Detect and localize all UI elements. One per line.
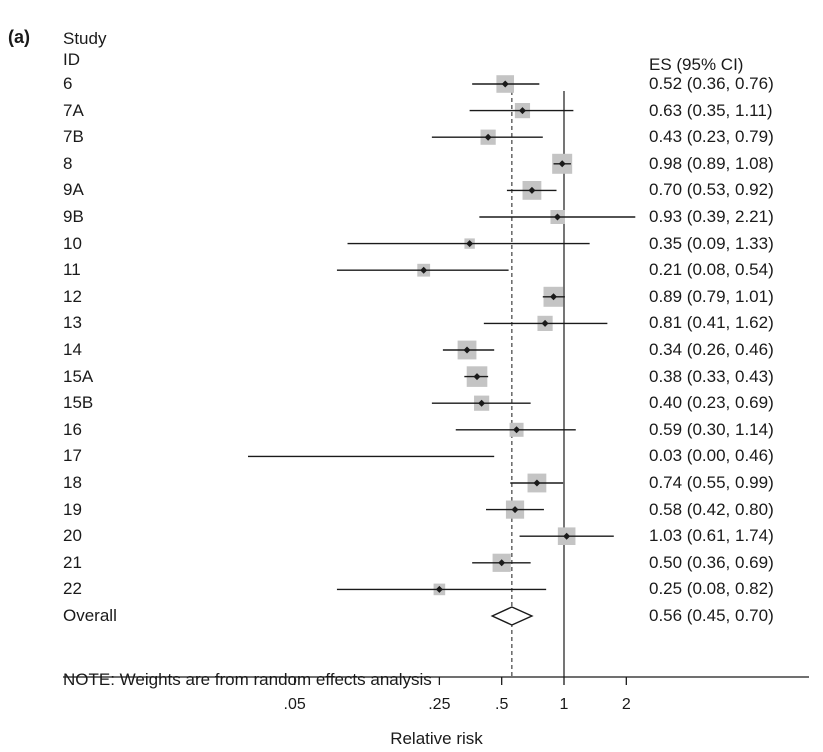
- effect-size-label: 0.70 (0.53, 0.92): [649, 180, 774, 200]
- point-estimate: [518, 107, 526, 115]
- panel-label: (a): [8, 27, 30, 47]
- point-estimate: [541, 319, 549, 327]
- x-tick-label: 1: [559, 696, 569, 713]
- study-id-label: 13: [63, 313, 82, 333]
- point-estimate: [528, 186, 536, 194]
- point-estimate: [553, 213, 561, 221]
- study-id-label: 9A: [63, 180, 84, 200]
- study-id-label: 12: [63, 286, 82, 306]
- es-header: ES (95% CI): [649, 55, 744, 74]
- effect-size-label: 0.34 (0.26, 0.46): [649, 340, 774, 359]
- overall-label: Overall: [63, 606, 117, 625]
- effect-size-label: 1.03 (0.61, 1.74): [649, 526, 774, 546]
- effect-size-label: 0.93 (0.39, 2.21): [649, 207, 774, 226]
- effect-size-label: 0.40 (0.23, 0.69): [649, 393, 774, 413]
- study-id-label: 10: [63, 233, 82, 253]
- x-tick-label: .25: [428, 696, 451, 713]
- effect-size-label: 0.63 (0.35, 1.11): [649, 100, 773, 120]
- effect-size-label: 0.50 (0.36, 0.69): [649, 552, 774, 572]
- effect-size-label: 0.35 (0.09, 1.33): [649, 233, 774, 253]
- point-estimate: [478, 399, 486, 407]
- study-id-label: 15A: [63, 366, 94, 386]
- study-id-label: 6: [63, 74, 73, 93]
- point-estimate: [513, 426, 521, 434]
- study-id-label: 21: [63, 552, 82, 572]
- effect-size-label: 0.21 (0.08, 0.54): [649, 260, 774, 280]
- study-id-label: 19: [63, 499, 82, 519]
- x-tick-label: .05: [283, 696, 306, 713]
- effect-size-label: 0.52 (0.36, 0.76): [649, 74, 774, 93]
- study-id-label: 8: [63, 153, 73, 173]
- study-header-line1: Study: [63, 29, 107, 48]
- effect-size-label: 0.89 (0.79, 1.01): [649, 286, 774, 306]
- point-estimate: [501, 80, 509, 88]
- study-id-label: 7B: [63, 127, 84, 147]
- study-id-label: 14: [63, 340, 82, 359]
- study-id-label: 17: [63, 446, 82, 466]
- point-estimate: [435, 585, 443, 593]
- study-id-label: 7A: [63, 100, 84, 120]
- point-estimate: [498, 559, 506, 567]
- point-estimate: [558, 160, 566, 168]
- point-estimate: [563, 532, 571, 540]
- point-estimate: [420, 266, 428, 274]
- study-id-label: 15B: [63, 393, 94, 413]
- x-tick-label: 2: [621, 696, 631, 713]
- point-estimate: [511, 506, 519, 514]
- study-id-label: 11: [63, 260, 81, 280]
- effect-size-label: 0.38 (0.33, 0.43): [649, 366, 774, 386]
- effect-size-label: 0.74 (0.55, 0.99): [649, 473, 774, 492]
- effect-size-label: 0.25 (0.08, 0.82): [649, 579, 774, 599]
- point-estimate: [484, 133, 492, 141]
- overall-diamond: [490, 606, 534, 626]
- study-id-label: 22: [63, 579, 82, 599]
- study-id-label: 16: [63, 419, 82, 439]
- point-estimate: [473, 373, 481, 381]
- x-axis-label: Relative risk: [390, 729, 483, 748]
- overall-effect-size-label: 0.56 (0.45, 0.70): [649, 606, 774, 625]
- effect-size-label: 0.81 (0.41, 1.62): [649, 313, 774, 333]
- study-id-label: 9B: [63, 207, 84, 226]
- effect-size-label: 0.98 (0.89, 1.08): [649, 153, 774, 173]
- study-id-label: 18: [63, 473, 82, 492]
- effect-size-label: 0.43 (0.23, 0.79): [649, 127, 774, 147]
- point-estimate: [550, 293, 558, 301]
- effect-size-label: 0.03 (0.00, 0.46): [649, 446, 774, 466]
- point-estimate: [466, 240, 474, 248]
- point-estimate: [533, 479, 541, 487]
- weights-note: NOTE: Weights are from random effects an…: [63, 670, 432, 689]
- effect-size-label: 0.59 (0.30, 1.14): [649, 419, 774, 439]
- x-tick-label: .5: [495, 696, 509, 713]
- point-estimate: [463, 346, 471, 354]
- effect-size-label: 0.58 (0.42, 0.80): [649, 499, 774, 519]
- study-header-line2: ID: [63, 50, 80, 69]
- study-id-label: 20: [63, 526, 82, 546]
